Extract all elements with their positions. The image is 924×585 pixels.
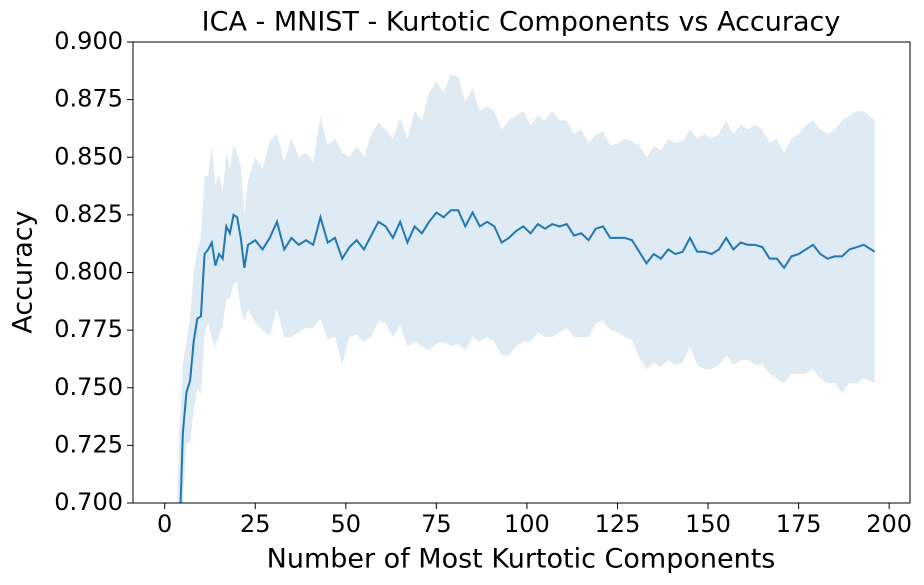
y-tick-label: 0.900 bbox=[54, 27, 123, 55]
chart-title: ICA - MNIST - Kurtotic Components vs Acc… bbox=[202, 7, 841, 38]
x-axis-label: Number of Most Kurtotic Components bbox=[267, 544, 776, 575]
x-tick-label: 125 bbox=[595, 510, 641, 538]
y-tick-label: 0.875 bbox=[54, 85, 123, 113]
x-tick-label: 100 bbox=[504, 510, 550, 538]
y-tick-label: 0.725 bbox=[54, 430, 123, 458]
y-tick-label: 0.800 bbox=[54, 258, 123, 286]
x-tick-label: 25 bbox=[240, 510, 271, 538]
x-tick-label: 75 bbox=[421, 510, 452, 538]
plot-area bbox=[177, 74, 876, 503]
mean-line bbox=[179, 209, 876, 503]
y-tick-label: 0.700 bbox=[54, 488, 123, 516]
y-tick-label: 0.750 bbox=[54, 373, 123, 401]
std-band bbox=[177, 74, 875, 503]
x-tick-label: 0 bbox=[157, 510, 172, 538]
y-tick-label: 0.825 bbox=[54, 200, 123, 228]
x-tick-label: 150 bbox=[685, 510, 731, 538]
x-tick-label: 175 bbox=[776, 510, 822, 538]
y-axis-label: Accuracy bbox=[8, 210, 39, 333]
x-tick-label: 200 bbox=[866, 510, 912, 538]
x-tick-label: 50 bbox=[331, 510, 362, 538]
y-tick-label: 0.850 bbox=[54, 142, 123, 170]
y-tick-label: 0.775 bbox=[54, 315, 123, 343]
